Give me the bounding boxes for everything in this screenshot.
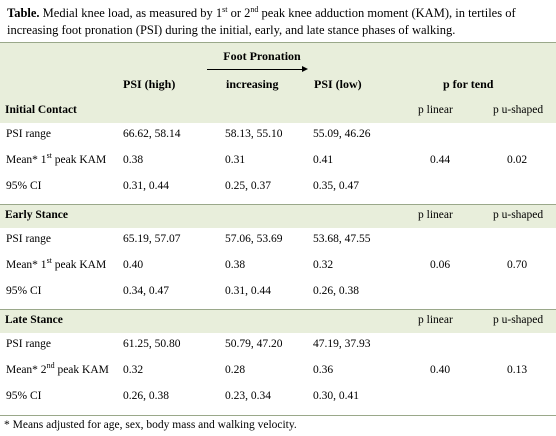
- cell-psi-low: 47.19, 37.93: [313, 338, 371, 350]
- row-label: 95% CI: [6, 180, 41, 192]
- section-header-band: [0, 310, 556, 333]
- p-linear-label: p linear: [418, 209, 453, 221]
- cell-p-ushaped: 0.02: [507, 154, 528, 166]
- col-header-increasing: increasing: [226, 77, 279, 91]
- cell-increasing: 57.06, 53.69: [225, 233, 283, 245]
- cell-psi-high: 61.25, 50.80: [123, 338, 181, 350]
- row-label: Mean* 1st peak KAM: [6, 256, 107, 272]
- row-label-text: PSI range: [6, 233, 52, 245]
- cell-psi-low: 53.68, 47.55: [313, 233, 371, 245]
- cell-psi-low: 0.26, 0.38: [313, 285, 359, 297]
- row-label-text: PSI range: [6, 128, 52, 140]
- row-label: PSI range: [6, 338, 51, 350]
- col-header-psi-low: PSI (low): [314, 77, 362, 91]
- cell-psi-low: 0.35, 0.47: [313, 180, 359, 192]
- row-label-text: Mean* 1: [6, 259, 47, 271]
- row-label-tail: peak KAM: [51, 154, 107, 166]
- row-label-text: Mean* 2: [6, 364, 47, 376]
- section-title: Early Stance: [5, 209, 68, 221]
- cell-psi-low: 0.30, 0.41: [313, 390, 359, 402]
- p-linear-label: p linear: [418, 314, 453, 326]
- caption-label: Table.: [7, 6, 40, 20]
- row-label: 95% CI: [6, 285, 41, 297]
- cell-increasing: 0.25, 0.37: [225, 180, 271, 192]
- cell-psi-high: 0.38: [123, 154, 144, 166]
- cell-increasing: 0.28: [225, 364, 246, 376]
- row-label: 95% CI: [6, 390, 41, 402]
- caption-text-3: peak knee adduction moment (KAM), in ter…: [7, 6, 516, 37]
- cell-psi-high: 0.26, 0.38: [123, 390, 169, 402]
- section-title: Late Stance: [5, 314, 63, 326]
- row-label-sup: st: [46, 151, 52, 160]
- cell-increasing: 0.31, 0.44: [225, 285, 271, 297]
- foot-pronation-label: Foot Pronation: [223, 49, 301, 63]
- row-label-text: 95% CI: [6, 285, 42, 297]
- section-title: Initial Contact: [5, 104, 77, 116]
- cell-increasing: 0.38: [225, 259, 246, 271]
- row-label: Mean* 1st peak KAM: [6, 151, 107, 167]
- cell-psi-high: 66.62, 58.14: [123, 128, 181, 140]
- cell-p-ushaped: 0.70: [507, 259, 528, 271]
- section-header-band: [0, 100, 556, 123]
- row-label: PSI range: [6, 233, 51, 245]
- col-header-psi-high: PSI (high): [123, 77, 176, 91]
- footnote: * Means adjusted for age, sex, body mass…: [4, 419, 297, 431]
- section-divider: [0, 309, 556, 310]
- cell-increasing: 50.79, 47.20: [225, 338, 283, 350]
- table-caption: Table. Medial knee load, as measured by …: [7, 5, 552, 39]
- row-label: PSI range: [6, 128, 51, 140]
- caption-text-2: or 2: [227, 6, 251, 20]
- row-label-tail: peak KAM: [54, 364, 109, 376]
- cell-psi-high: 0.40: [123, 259, 144, 271]
- cell-psi-low: 0.36: [313, 364, 334, 376]
- caption-sup-1: st: [222, 5, 228, 14]
- table-bottom-rule: [0, 415, 556, 416]
- cell-p-linear: 0.44: [430, 154, 451, 166]
- row-label-tail: peak KAM: [51, 259, 107, 271]
- cell-psi-high: 65.19, 57.07: [123, 233, 181, 245]
- section-header-band: [0, 205, 556, 228]
- cell-p-ushaped: 0.13: [507, 364, 528, 376]
- cell-psi-high: 0.34, 0.47: [123, 285, 169, 297]
- row-label-sup: nd: [46, 361, 55, 370]
- p-ushaped-label: p u-shaped: [493, 209, 544, 221]
- p-linear-label: p linear: [418, 104, 453, 116]
- cell-p-linear: 0.06: [430, 259, 451, 271]
- row-label-text: PSI range: [6, 338, 52, 350]
- cell-psi-high: 0.31, 0.44: [123, 180, 169, 192]
- cell-increasing: 0.31: [225, 154, 246, 166]
- cell-increasing: 58.13, 55.10: [225, 128, 283, 140]
- col-header-p-for-tend: p for tend: [443, 77, 494, 91]
- row-label-sup: st: [46, 256, 52, 265]
- right-arrow-icon: [207, 66, 308, 72]
- row-label-text: 95% CI: [6, 390, 42, 402]
- row-label: Mean* 2nd peak KAM: [6, 361, 109, 377]
- cell-psi-low: 0.41: [313, 154, 334, 166]
- cell-p-linear: 0.40: [430, 364, 451, 376]
- cell-increasing: 0.23, 0.34: [225, 390, 271, 402]
- section-divider: [0, 204, 556, 205]
- cell-psi-high: 0.32: [123, 364, 144, 376]
- p-ushaped-label: p u-shaped: [493, 104, 544, 116]
- cell-psi-low: 0.32: [313, 259, 334, 271]
- cell-psi-low: 55.09, 46.26: [313, 128, 371, 140]
- row-label-text: 95% CI: [6, 180, 42, 192]
- caption-sup-2: nd: [250, 5, 259, 14]
- table-header: Foot Pronation PSI (high) increasing PSI…: [0, 42, 556, 102]
- row-label-text: Mean* 1: [6, 154, 47, 166]
- p-ushaped-label: p u-shaped: [493, 314, 544, 326]
- caption-text-1: Medial knee load, as measured by 1: [39, 6, 223, 20]
